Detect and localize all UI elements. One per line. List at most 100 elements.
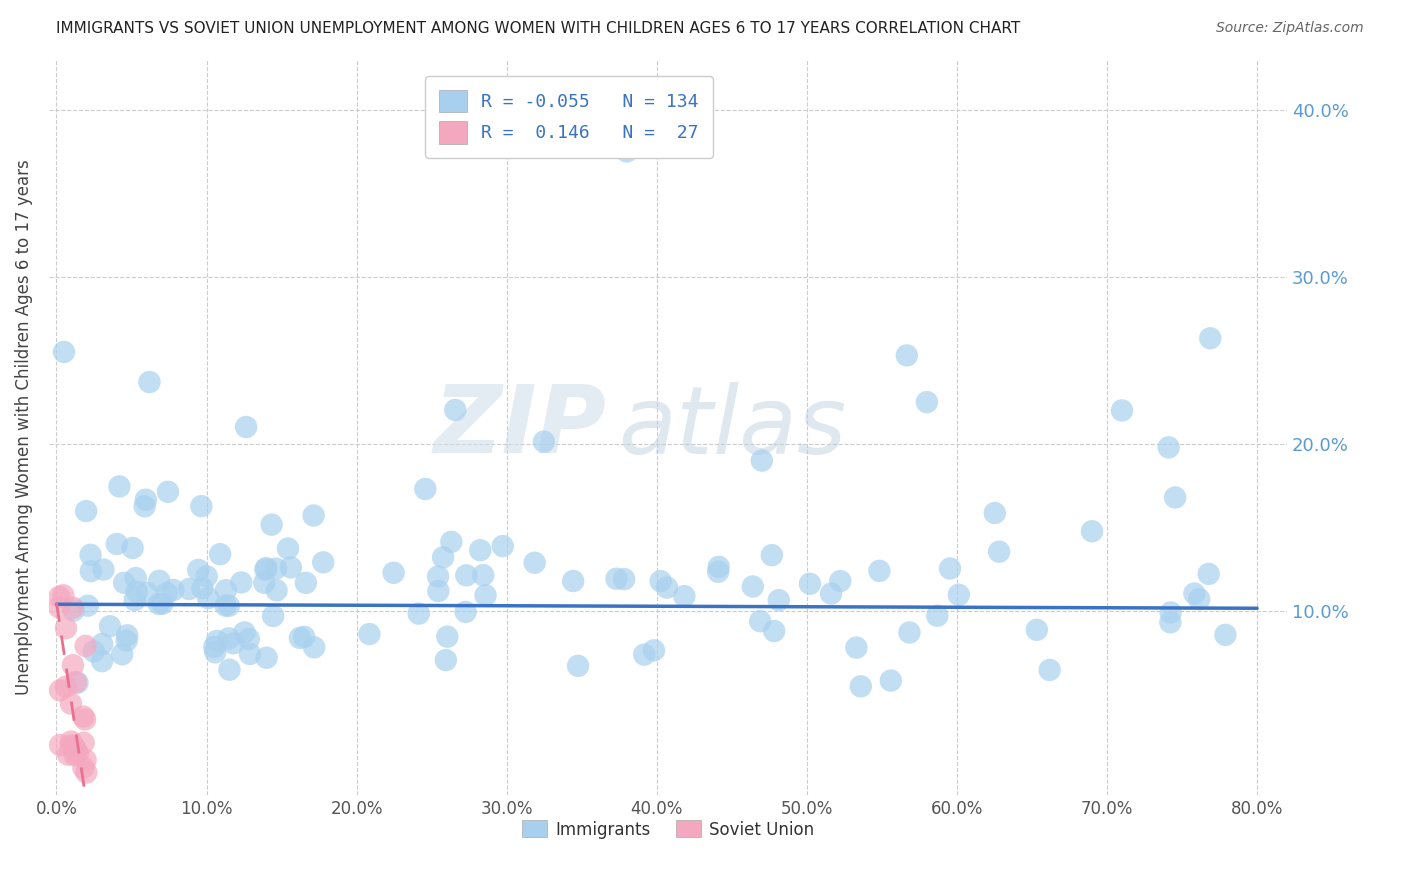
Point (214, 599, 236, 613)
Point (218, 663, 240, 677)
Point (231, 575, 253, 590)
Point (62, 600, 84, 615)
Point (262, 609, 284, 624)
Point (292, 630, 315, 644)
Point (60, 739, 83, 753)
Point (108, 479, 131, 493)
Point (93, 562, 115, 576)
Point (62, 658, 84, 673)
Point (75, 713, 97, 727)
Point (415, 482, 437, 496)
Point (66, 675, 89, 690)
Text: atlas: atlas (619, 382, 846, 473)
Point (91, 654, 114, 668)
Point (382, 566, 405, 580)
Point (124, 593, 146, 607)
Point (209, 547, 232, 561)
Point (56, 747, 79, 762)
Point (470, 543, 492, 558)
Point (254, 563, 277, 577)
Point (434, 653, 457, 667)
Point (117, 628, 139, 642)
Point (202, 640, 225, 654)
Point (1157, 441, 1180, 455)
Point (454, 605, 477, 619)
Point (799, 576, 821, 591)
Point (156, 484, 179, 499)
Point (59, 734, 82, 748)
Point (456, 568, 478, 582)
Point (65, 744, 87, 758)
Point (1081, 524, 1104, 539)
Point (288, 631, 311, 645)
Point (73, 736, 96, 750)
Point (125, 584, 148, 599)
Point (83, 644, 105, 658)
Point (156, 586, 179, 600)
Point (868, 564, 890, 578)
Text: IMMIGRANTS VS SOVIET UNION UNEMPLOYMENT AMONG WOMEN WITH CHILDREN AGES 6 TO 17 Y: IMMIGRANTS VS SOVIET UNION UNEMPLOYMENT … (56, 21, 1021, 36)
Point (62, 739, 84, 754)
Point (896, 348, 918, 362)
Point (1039, 663, 1062, 677)
Point (927, 608, 949, 623)
Point (256, 650, 278, 665)
Point (523, 556, 546, 570)
Point (72, 709, 94, 723)
Point (408, 607, 430, 621)
Point (197, 591, 219, 606)
Point (63, 740, 86, 755)
Point (613, 572, 636, 586)
Point (148, 574, 170, 588)
Point (264, 561, 287, 575)
Point (63, 748, 86, 763)
Point (233, 625, 256, 640)
Point (238, 632, 260, 646)
Point (52, 588, 75, 602)
Point (111, 647, 134, 661)
Point (898, 625, 921, 640)
Point (125, 571, 148, 585)
Point (562, 574, 585, 588)
Point (1025, 623, 1047, 637)
Point (76, 599, 98, 613)
Text: Source: ZipAtlas.com: Source: ZipAtlas.com (1216, 21, 1364, 35)
Point (55, 621, 77, 635)
Point (474, 588, 496, 602)
Point (277, 541, 299, 556)
Point (616, 145, 638, 159)
Point (302, 508, 325, 523)
Point (359, 627, 381, 641)
Point (751, 453, 773, 467)
Point (179, 582, 201, 596)
Point (98, 619, 121, 633)
Point (254, 561, 277, 575)
Point (135, 492, 157, 507)
Point (440, 534, 463, 549)
Point (75, 639, 97, 653)
Point (115, 633, 138, 648)
Point (105, 537, 128, 551)
Point (205, 634, 228, 648)
Point (533, 434, 555, 449)
Point (218, 599, 240, 613)
Point (1160, 606, 1182, 620)
Point (48, 590, 70, 604)
Point (761, 548, 783, 562)
Text: ZIP: ZIP (433, 381, 606, 473)
Point (65, 675, 87, 690)
Point (75, 504, 97, 518)
Point (62, 604, 84, 618)
Point (1199, 331, 1222, 345)
Point (121, 541, 143, 555)
Point (567, 658, 589, 673)
Point (650, 574, 672, 588)
Point (302, 640, 325, 655)
Point (55, 680, 77, 694)
Point (65, 743, 87, 757)
Point (195, 569, 218, 583)
Point (432, 550, 454, 565)
Point (948, 588, 970, 602)
Point (655, 581, 678, 595)
Point (253, 575, 276, 590)
